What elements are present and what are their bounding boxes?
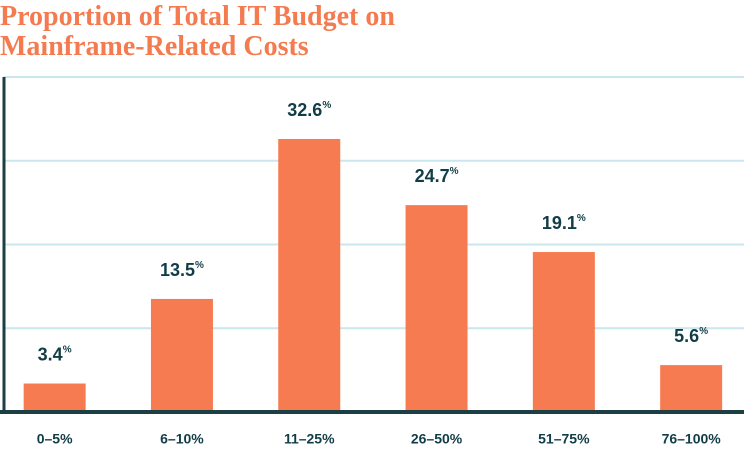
value-label: 5.6% <box>674 326 708 346</box>
x-tick-label: 76–100% <box>662 431 722 447</box>
x-tick-label: 0–5% <box>37 431 73 447</box>
x-tick-label: 51–75% <box>538 431 590 447</box>
value-label: 13.5% <box>160 260 204 280</box>
bar <box>278 138 341 412</box>
bar <box>405 205 468 412</box>
bar <box>532 252 595 412</box>
value-label: 32.6% <box>287 100 331 120</box>
value-label: 3.4% <box>38 344 72 364</box>
x-tick-label: 26–50% <box>411 431 463 447</box>
x-tick-label: 11–25% <box>284 431 335 447</box>
value-label: 19.1% <box>542 213 586 233</box>
value-label: 24.7% <box>415 166 459 186</box>
bar <box>660 365 723 412</box>
bar <box>23 383 86 412</box>
bar <box>150 298 213 412</box>
chart-title: Proportion of Total IT Budget on Mainfra… <box>0 1 395 62</box>
x-tick-label: 6–10% <box>160 431 204 447</box>
